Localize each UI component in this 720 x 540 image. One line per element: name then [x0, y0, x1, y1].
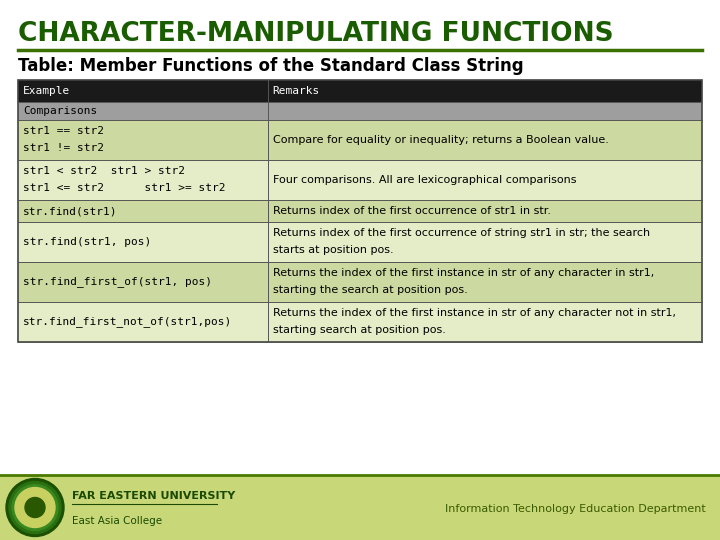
Bar — [18, 222, 702, 262]
Circle shape — [12, 484, 58, 530]
Text: str1 == str2: str1 == str2 — [23, 126, 104, 136]
Text: str1 != str2: str1 != str2 — [23, 143, 104, 153]
Bar — [18, 262, 702, 302]
Bar — [18, 160, 702, 200]
Bar — [18, 120, 702, 160]
Text: Returns index of the first occurrence of string str1 in str; the search: Returns index of the first occurrence of… — [273, 228, 649, 238]
Text: starts at position pos.: starts at position pos. — [273, 245, 393, 255]
Text: str.find(str1): str.find(str1) — [23, 206, 117, 216]
Text: Compare for equality or inequality; returns a Boolean value.: Compare for equality or inequality; retu… — [273, 135, 608, 145]
Text: str1 < str2  str1 > str2: str1 < str2 str1 > str2 — [23, 166, 185, 176]
Text: Returns the index of the first instance in str of any character not in str1,: Returns the index of the first instance … — [273, 308, 675, 318]
Circle shape — [6, 478, 64, 537]
Text: FAR EASTERN UNIVERSITY: FAR EASTERN UNIVERSITY — [72, 491, 235, 501]
Text: Four comparisons. All are lexicographical comparisons: Four comparisons. All are lexicographica… — [273, 175, 576, 185]
Circle shape — [9, 482, 61, 534]
Circle shape — [25, 497, 45, 517]
Bar — [18, 80, 702, 342]
Text: str.find_first_not_of(str1,pos): str.find_first_not_of(str1,pos) — [23, 316, 233, 327]
Text: Table: Member Functions of the Standard Class String: Table: Member Functions of the Standard … — [18, 57, 523, 75]
Text: Returns index of the first occurrence of str1 in str.: Returns index of the first occurrence of… — [273, 206, 551, 216]
Text: Information Technology Education Department: Information Technology Education Departm… — [445, 504, 706, 514]
Text: Returns the index of the first instance in str of any character in str1,: Returns the index of the first instance … — [273, 268, 654, 278]
Bar — [0, 475, 720, 540]
Bar — [18, 80, 702, 102]
Text: CHARACTER-MANIPULATING FUNCTIONS: CHARACTER-MANIPULATING FUNCTIONS — [18, 21, 613, 47]
Circle shape — [15, 488, 55, 528]
Text: Remarks: Remarks — [273, 86, 320, 96]
Text: str1 <= str2      str1 >= str2: str1 <= str2 str1 >= str2 — [23, 183, 225, 193]
Bar — [18, 302, 702, 342]
Text: starting the search at position pos.: starting the search at position pos. — [273, 285, 467, 295]
Text: Comparisons: Comparisons — [23, 106, 97, 116]
Text: Example: Example — [23, 86, 71, 96]
Text: starting search at position pos.: starting search at position pos. — [273, 325, 446, 335]
Text: str.find_first_of(str1, pos): str.find_first_of(str1, pos) — [23, 276, 212, 287]
Bar — [18, 102, 702, 120]
Text: str.find(str1, pos): str.find(str1, pos) — [23, 237, 151, 247]
Bar — [18, 200, 702, 222]
Text: East Asia College: East Asia College — [72, 516, 162, 525]
